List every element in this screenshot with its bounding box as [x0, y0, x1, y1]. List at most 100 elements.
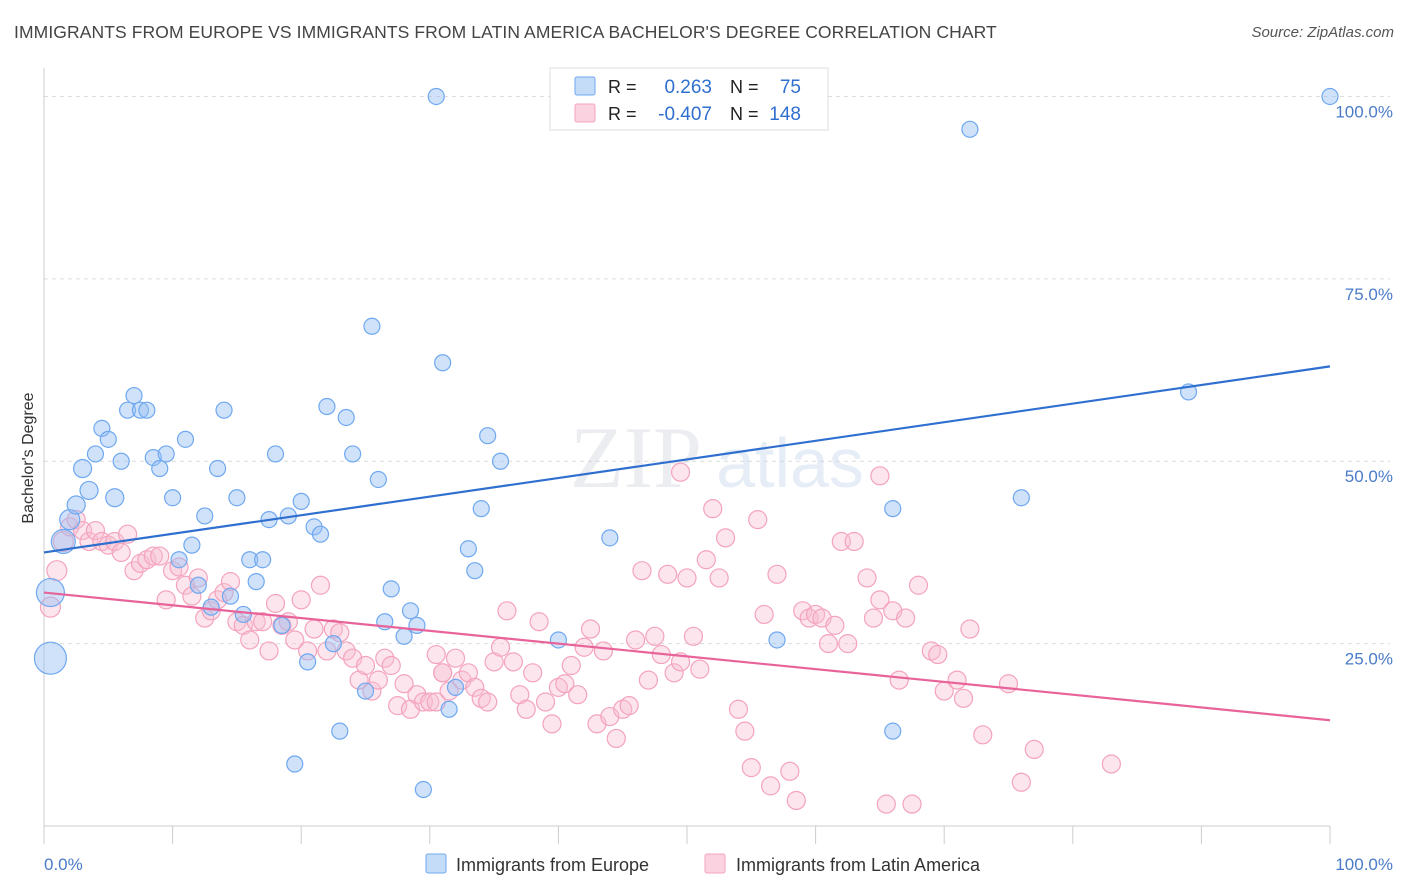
latam-point — [921, 641, 941, 661]
legend-latam-swatch — [574, 103, 596, 123]
latam-point — [490, 637, 511, 657]
latam-point — [150, 546, 170, 566]
latam-point — [542, 714, 562, 734]
latam-point — [66, 509, 86, 530]
europe-point — [472, 500, 490, 518]
latam-point — [715, 528, 736, 548]
latam-point — [754, 604, 774, 625]
latam-point — [535, 692, 556, 712]
europe-point — [440, 700, 458, 718]
latam-point — [889, 670, 909, 690]
europe-point — [414, 780, 432, 799]
europe-points — [33, 87, 1339, 799]
latam-point — [580, 619, 601, 639]
latam-point — [760, 776, 781, 796]
latam-point — [529, 612, 549, 632]
latam-point — [728, 699, 749, 719]
latam-point — [523, 663, 543, 683]
europe-point — [363, 317, 381, 335]
europe-point — [491, 452, 510, 470]
europe-point — [241, 551, 259, 569]
europe-point — [427, 87, 445, 106]
legend-bottom-latam-label: Immigrants from Latin America — [736, 855, 981, 875]
europe-point — [311, 525, 330, 543]
europe-point — [884, 500, 902, 518]
europe-point — [131, 401, 150, 419]
legend-europe-swatch — [574, 76, 596, 96]
europe-point — [196, 507, 214, 525]
latam-point — [953, 688, 974, 708]
europe-point — [59, 508, 81, 531]
europe-point — [86, 445, 105, 463]
latam-point — [805, 604, 826, 625]
latam-point — [709, 568, 729, 588]
legend-r-value-latam: -0.407 — [658, 104, 712, 125]
latam-point — [767, 564, 787, 584]
latam-point — [870, 590, 890, 610]
latam-point — [304, 619, 324, 639]
latam-point — [52, 530, 74, 553]
latam-point — [645, 626, 665, 646]
watermark-zip: ZIP — [570, 410, 702, 507]
latam-point — [471, 688, 491, 708]
europe-point — [549, 631, 568, 649]
latam-points — [39, 462, 1121, 814]
europe-point — [459, 540, 477, 558]
latam-point — [857, 568, 877, 588]
latam-point — [420, 692, 440, 712]
europe-point — [79, 480, 99, 501]
latam-point — [60, 517, 80, 537]
europe-point — [202, 598, 220, 616]
legend-bottom: Immigrants from Europe Immigrants from L… — [425, 853, 981, 875]
y-tick-label-1: 75.0% — [1345, 285, 1393, 304]
latam-point — [478, 692, 498, 712]
europe-point — [254, 551, 272, 569]
latam-point — [111, 542, 131, 563]
europe-point — [176, 430, 195, 448]
europe-point — [331, 722, 349, 740]
latam-point — [735, 721, 755, 741]
latam-point — [902, 794, 922, 814]
europe-point — [768, 631, 786, 649]
latam-point — [1011, 772, 1031, 792]
latam-point — [368, 670, 388, 690]
europe-point — [601, 529, 619, 547]
latam-point — [497, 601, 517, 621]
europe-point — [118, 401, 137, 419]
latam-point — [928, 644, 948, 665]
latam-point — [240, 630, 260, 650]
trend-lines — [43, 365, 1331, 722]
latam-point — [291, 590, 311, 610]
latam-point — [658, 564, 678, 584]
legend-bottom-latam-swatch — [704, 853, 726, 874]
latam-point — [561, 655, 581, 676]
latam-point — [137, 550, 157, 570]
europe-point — [125, 386, 143, 405]
europe-point — [401, 602, 420, 620]
latam-point — [947, 670, 967, 690]
y-tick-label-3: 25.0% — [1345, 650, 1393, 669]
latam-point — [844, 531, 864, 552]
x-tick-label-left: 0.0% — [44, 855, 83, 874]
europe-point — [221, 587, 240, 605]
latam-point — [863, 608, 884, 628]
chart-source: Source: ZipAtlas.com — [1251, 24, 1394, 41]
latam-point — [169, 557, 189, 577]
europe-point — [286, 755, 304, 773]
europe-point — [273, 616, 291, 634]
europe-point — [434, 354, 452, 372]
latam-point — [780, 761, 800, 781]
europe-point — [466, 562, 484, 580]
latam-point — [568, 685, 588, 705]
latam-point — [323, 619, 343, 639]
latam-point — [786, 790, 806, 811]
europe-point — [112, 452, 130, 470]
europe-point — [884, 722, 902, 740]
europe-point — [50, 528, 76, 555]
latam-point — [355, 655, 376, 676]
europe-point — [215, 401, 233, 419]
latam-point — [670, 652, 691, 672]
latam-point — [632, 561, 652, 581]
x-tick-label-right: 100.0% — [1335, 855, 1393, 874]
